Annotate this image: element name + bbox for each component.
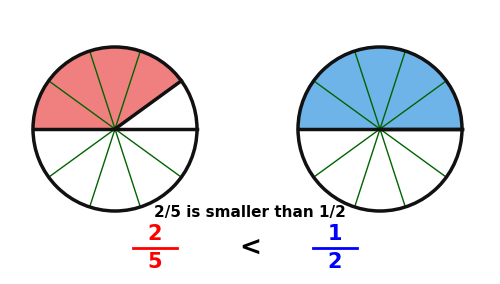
Wedge shape (298, 47, 462, 129)
Wedge shape (298, 47, 462, 129)
Circle shape (33, 47, 197, 211)
Text: 5: 5 (148, 252, 162, 272)
Circle shape (298, 47, 462, 211)
Text: <: < (239, 235, 261, 261)
Text: 2: 2 (328, 252, 342, 272)
Text: 1: 1 (328, 224, 342, 244)
Wedge shape (33, 47, 182, 129)
Wedge shape (33, 47, 182, 129)
Text: 2/5 is smaller than 1/2: 2/5 is smaller than 1/2 (154, 204, 346, 220)
Text: 2: 2 (148, 224, 162, 244)
